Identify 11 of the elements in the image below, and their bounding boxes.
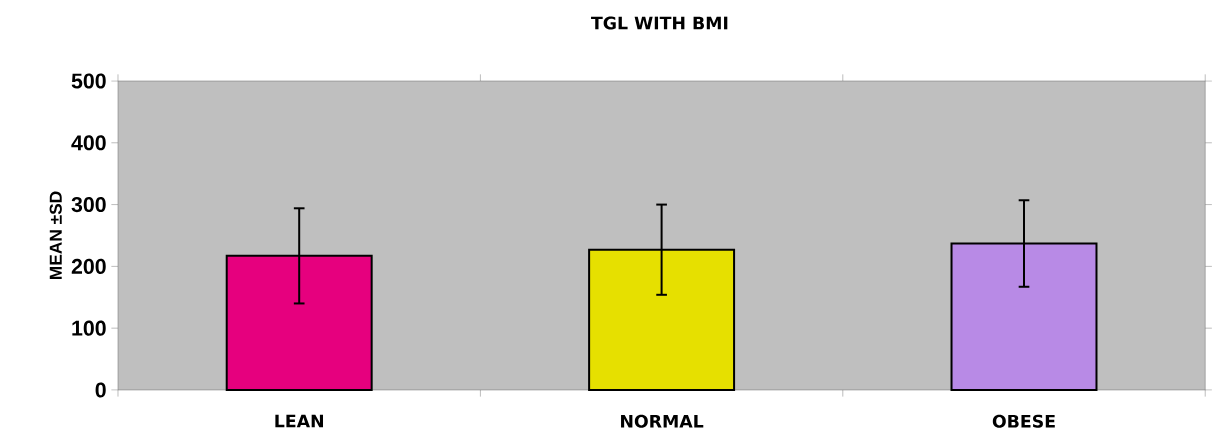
x-tick-label: LEAN bbox=[275, 414, 324, 428]
y-tick-label: 300 bbox=[71, 197, 106, 213]
y-tick-label: 0 bbox=[95, 382, 106, 398]
y-tick-label: 100 bbox=[72, 320, 106, 336]
y-axis-title: MEAN ±SD bbox=[49, 191, 62, 280]
y-tick-label: 200 bbox=[71, 258, 106, 274]
chart-title: TGL WITH BMI bbox=[591, 16, 728, 30]
y-tick-label: 400 bbox=[71, 135, 106, 151]
x-tick-label: NORMAL bbox=[621, 414, 704, 428]
y-tick-label: 500 bbox=[71, 73, 106, 89]
x-tick-label: OBESE bbox=[992, 414, 1055, 428]
